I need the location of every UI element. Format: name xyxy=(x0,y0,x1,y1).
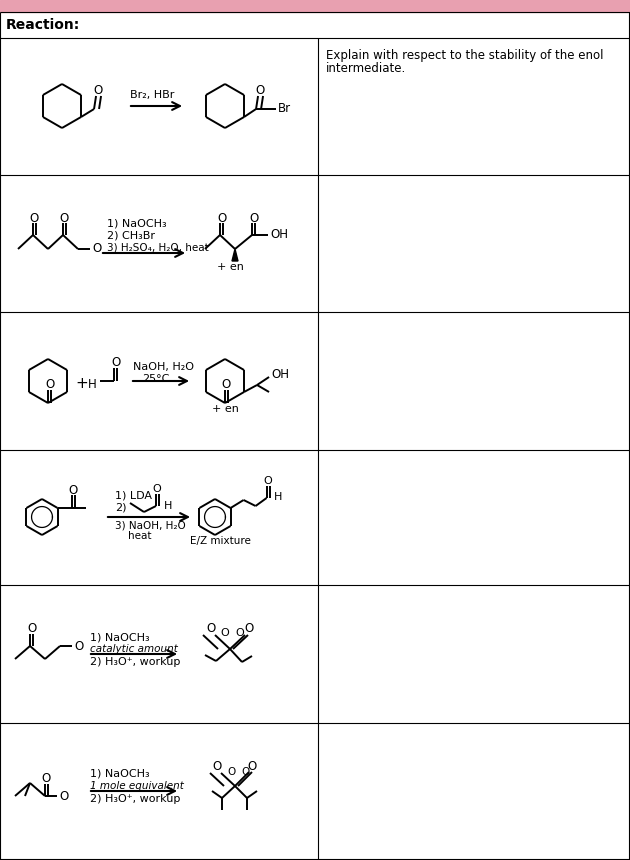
Text: 1) NaOCH₃: 1) NaOCH₃ xyxy=(107,218,166,228)
Text: Reaction:: Reaction: xyxy=(6,18,80,32)
Text: O: O xyxy=(69,483,77,496)
Text: O: O xyxy=(74,640,83,653)
Text: O: O xyxy=(111,357,120,370)
Text: O: O xyxy=(255,84,265,97)
Text: H: H xyxy=(164,501,173,511)
Text: 2) H₃O⁺, workup: 2) H₃O⁺, workup xyxy=(90,657,180,667)
Text: 1 mole equivalent: 1 mole equivalent xyxy=(90,781,184,791)
Text: H: H xyxy=(88,378,97,390)
Text: O: O xyxy=(27,623,36,636)
Text: 2) H₃O⁺, workup: 2) H₃O⁺, workup xyxy=(90,794,180,804)
Text: O: O xyxy=(241,767,249,777)
Text: intermediate.: intermediate. xyxy=(326,62,406,75)
Text: 3) NaOH, H₂O: 3) NaOH, H₂O xyxy=(115,520,186,530)
Text: Br₂, HBr: Br₂, HBr xyxy=(130,90,175,100)
Text: OH: OH xyxy=(271,368,289,382)
Text: +: + xyxy=(76,376,88,390)
Text: O: O xyxy=(249,212,258,224)
Text: O: O xyxy=(212,760,222,773)
Text: O: O xyxy=(92,243,101,255)
Text: 2) CH₃Br: 2) CH₃Br xyxy=(107,230,155,240)
Bar xyxy=(0,0,630,12)
Text: O: O xyxy=(207,623,215,636)
Polygon shape xyxy=(232,249,238,261)
Text: heat: heat xyxy=(115,531,151,541)
Text: O: O xyxy=(45,378,54,391)
Text: O: O xyxy=(228,767,236,777)
Text: 2): 2) xyxy=(115,502,127,512)
Text: H: H xyxy=(273,492,282,502)
Text: O: O xyxy=(248,759,256,772)
Text: O: O xyxy=(222,378,231,391)
Text: O: O xyxy=(42,772,51,785)
Text: Explain with respect to the stability of the enol: Explain with respect to the stability of… xyxy=(326,48,604,62)
Text: NaOH, H₂O: NaOH, H₂O xyxy=(133,362,194,372)
Text: O: O xyxy=(244,623,254,636)
Text: O: O xyxy=(236,628,244,638)
Text: O: O xyxy=(152,484,161,494)
Text: O: O xyxy=(30,212,39,224)
Text: Br: Br xyxy=(278,102,291,115)
Text: O: O xyxy=(60,212,69,224)
Text: O: O xyxy=(217,212,226,224)
Text: O: O xyxy=(93,84,103,97)
Text: catalytic amount: catalytic amount xyxy=(90,644,178,654)
Text: 25°C: 25°C xyxy=(142,374,169,384)
Text: OH: OH xyxy=(270,229,288,242)
Text: O: O xyxy=(220,628,229,638)
Text: + en: + en xyxy=(212,404,238,414)
Text: 3) H₂SO₄, H₂O, heat: 3) H₂SO₄, H₂O, heat xyxy=(107,243,209,253)
Text: E/Z mixture: E/Z mixture xyxy=(190,536,251,546)
Text: + en: + en xyxy=(217,262,243,272)
Text: 1) NaOCH₃: 1) NaOCH₃ xyxy=(90,769,150,779)
Text: O: O xyxy=(264,476,272,486)
Text: 1) LDA: 1) LDA xyxy=(115,490,152,500)
Text: O: O xyxy=(59,789,68,802)
Text: 1) NaOCH₃: 1) NaOCH₃ xyxy=(90,632,150,642)
